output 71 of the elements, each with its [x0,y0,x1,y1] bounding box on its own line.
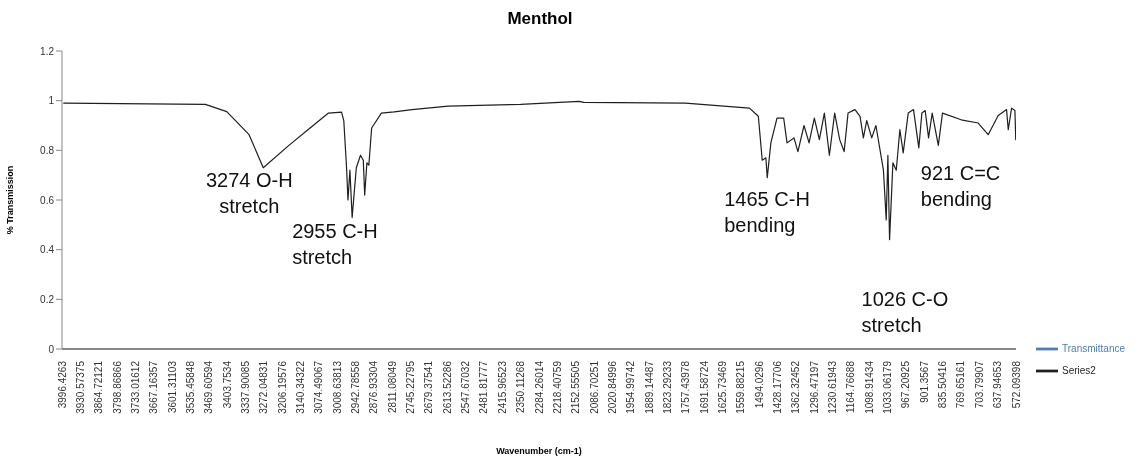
annotation: 3274 O-H stretch [205,168,293,217]
x-tick-label: 3403.7534 [221,360,233,409]
x-tick-label: 1954.99742 [625,360,637,414]
x-tick-label: 2547.67032 [460,360,472,414]
x-tick-label: 2218.40759 [551,360,563,414]
x-tick-label: 703.79907 [973,360,985,409]
x-tick-label: 2152.55505 [570,360,582,414]
x-tick-label: 2876.93304 [368,360,380,414]
x-tick-label: 3535.45848 [184,360,196,414]
annotation: 1465 C-H bending [724,187,810,236]
x-tick-label: 2613.52286 [441,360,453,414]
x-tick-label: 2020.84996 [606,360,618,414]
x-tick-label: 1362.32452 [790,360,802,414]
x-tick-label: 3469.60594 [203,360,215,414]
annotation: 2955 C-H stretch [292,220,378,269]
y-tick-label: 0.6 [40,194,55,206]
x-tick-label: 967.20925 [900,360,912,409]
x-tick-label: 1033.06179 [882,360,894,414]
x-tick-label: 1691.58724 [698,360,710,414]
x-tick-label: 3996.4263 [56,360,68,409]
x-tick-label: 3272.04831 [258,360,270,414]
x-tick-label: 2350.11268 [515,360,527,414]
chart-title: Menthol [507,9,573,28]
x-tick-label: 2415.96523 [496,360,508,414]
x-tick-label: 637.94653 [992,360,1004,409]
legend-label: Series2 [1062,364,1096,376]
x-tick-label: 2942.78558 [350,360,362,414]
x-tick-label: 2679.37541 [423,360,435,414]
y-tick-label: 0.2 [40,293,55,305]
x-tick-label: 3864.72121 [93,360,105,414]
x-tick-label: 2284.26014 [533,360,545,414]
x-tick-label: 3206.19576 [276,360,288,414]
x-tick-label: 3337.90085 [239,360,251,414]
y-tick-label: 0 [48,343,55,355]
y-axis-title: % Transmission [5,165,16,235]
x-tick-label: 2811.08049 [386,360,398,414]
x-tick-label: 3008.63813 [331,360,343,414]
y-tick-label: 1 [48,95,55,107]
line-series [63,100,1017,241]
x-tick-label: 572.09398 [1010,360,1022,409]
x-tick-label: 1230.61943 [827,360,839,414]
x-tick-label: 1823.29233 [661,360,673,414]
x-tick-label: 3798.86866 [111,360,123,414]
x-tick-label: 1757.43978 [680,360,692,414]
annotation: 1026 C-O stretch [861,287,949,336]
x-tick-label: 3601.31103 [166,360,178,414]
x-tick-label: 1889.14487 [643,360,655,414]
x-tick-label: 1428.17706 [772,360,784,414]
x-tick-label: 835.50416 [937,360,949,409]
x-tick-label: 2086.70251 [588,360,600,414]
x-tick-label: 2481.81777 [478,360,490,414]
x-tick-label: 3733.01612 [129,360,141,414]
x-tick-label: 1164.76688 [845,360,857,414]
y-tick-label: 1.2 [40,45,55,57]
annotation: 921 C=C bending [920,161,1001,210]
x-tick-label: 2745.22795 [405,360,417,414]
x-tick-label: 1296.47197 [808,360,820,414]
x-axis-title: Wavenumber (cm-1) [496,446,582,456]
y-tick-label: 0.8 [40,144,55,156]
legend-label: Transmittance [1062,342,1125,354]
y-tick-label: 0.4 [40,244,55,256]
x-tick-label: 3140.34322 [295,360,306,414]
x-tick-label: 1625.73469 [716,360,728,414]
x-tick-label: 3074.49067 [313,360,325,414]
x-tick-label: 1098.91434 [863,360,875,414]
x-tick-label: 1559.88215 [735,360,747,414]
x-tick-label: 3930.57375 [74,360,86,414]
x-tick-label: 1494.0296 [753,360,765,409]
x-tick-label: 769.65161 [955,360,967,409]
x-tick-label: 3667.16357 [148,360,160,414]
x-tick-label: 901.3567 [918,360,930,403]
